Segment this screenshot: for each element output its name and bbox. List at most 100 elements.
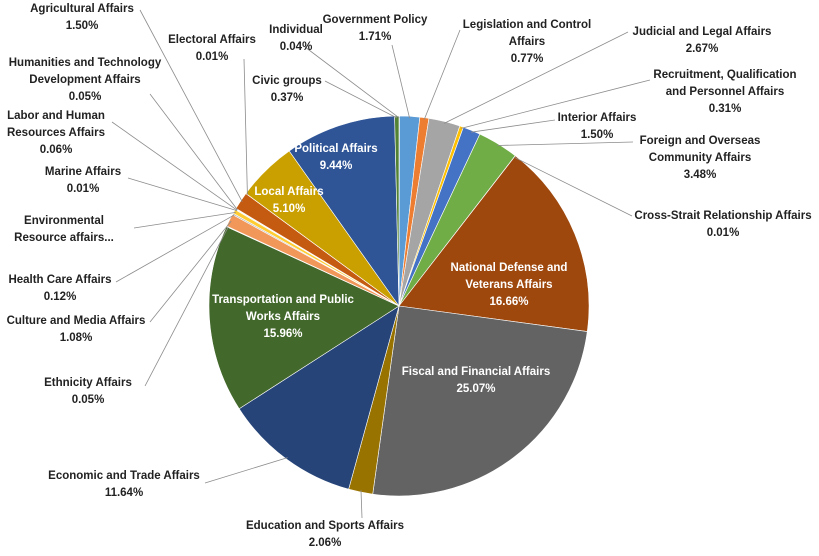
slice-value-label: 9.44%	[320, 160, 353, 172]
leader-lines	[111, 9, 651, 519]
slice-name-label: Cross-Strait Relationship Affairs	[634, 210, 811, 222]
leader-line-recruitment-qualification-and-personnel-affairs	[460, 79, 651, 129]
slice-name-label: Development Affairs	[29, 74, 140, 86]
slice-value-label: 0.05%	[69, 91, 102, 103]
slice-name-label: and Personnel Affairs	[666, 86, 784, 98]
pie-slice-economic-and-trade-affairs	[238, 305, 400, 490]
slice-label-ethnicity-affairs: Ethnicity Affairs 0.05%	[44, 377, 132, 406]
slice-label-recruitment-qualification-and-personnel-affairs: Recruitment, Qualification and Personnel …	[653, 69, 796, 115]
slice-label-political-affairs: Political Affairs 9.44%	[294, 143, 377, 172]
leader-line-foreign-and-overseas-community-affairs	[497, 141, 634, 146]
slice-label-civic-groups: Civic groups 0.37%	[252, 75, 322, 104]
slice-name-label: Resources Affairs	[7, 127, 105, 139]
slice-label-culture-and-media-affairs: Culture and Media Affairs 1.08%	[7, 315, 146, 344]
pie-slices	[208, 115, 590, 497]
leader-line-cross-strait-relationship-affairs	[513, 156, 633, 217]
slice-label-judicial-and-legal-affairs: Judicial and Legal Affairs 2.67%	[633, 26, 772, 55]
slice-name-label: Community Affairs	[649, 152, 751, 164]
leader-line-agricultural-affairs	[139, 9, 243, 203]
slice-label-interior-affairs: Interior Affairs 1.50%	[558, 112, 637, 141]
slice-name-label: Ethnicity Affairs	[44, 377, 132, 389]
slice-value-label: 5.10%	[273, 203, 306, 215]
slice-value-label: 25.07%	[456, 383, 495, 395]
slice-label-cross-strait-relationship-affairs: Cross-Strait Relationship Affairs 0.01%	[634, 210, 811, 239]
slice-value-label: 0.01%	[67, 183, 100, 195]
slice-label-foreign-and-overseas-community-affairs: Foreign and Overseas Community Affairs 3.4…	[640, 135, 761, 181]
slice-label-agricultural-affairs: Agricultural Affairs 1.50%	[30, 3, 134, 32]
slice-name-label: Affairs	[509, 36, 545, 48]
slice-value-label: 11.64%	[105, 487, 143, 499]
slice-value-label: 0.05%	[72, 394, 105, 406]
slice-label-transportation-and-public-works-affairs: Transportation and Public Works Affairs 15…	[212, 294, 354, 340]
slice-name-label: Education and Sports Affairs	[246, 520, 404, 532]
leader-line-economic-and-trade-affairs	[204, 457, 288, 484]
slice-name-label: Electoral Affairs	[168, 34, 256, 46]
slice-name-label: Individual	[269, 24, 323, 36]
slice-name-label: Humanities and Technology	[9, 57, 162, 69]
slice-name-label: Agricultural Affairs	[30, 3, 134, 15]
slice-value-label: 1.50%	[581, 129, 614, 141]
slice-name-label: Economic and Trade Affairs	[48, 470, 200, 482]
slice-value-label: 1.71%	[359, 31, 392, 43]
slice-label-individual: Individual 0.04%	[269, 24, 323, 53]
pie-slice-fiscal-and-financial-affairs	[372, 305, 588, 497]
slice-value-label: 3.48%	[684, 169, 717, 181]
slice-name-label: Veterans Affairs	[465, 279, 552, 291]
slice-label-labor-and-human-resources-affairs: Labor and Human Resources Affairs 0.06%	[7, 110, 105, 156]
leader-line-legislation-and-control-affairs	[423, 29, 461, 120]
slice-name-label: Fiscal and Financial Affairs	[402, 366, 550, 378]
leader-line-civic-groups	[324, 80, 397, 119]
leader-line-humanities-and-technology-development-affairs	[149, 93, 238, 210]
slice-name-label: Environmental	[24, 215, 104, 227]
slice-name-label: Culture and Media Affairs	[7, 315, 146, 327]
leader-line-health-care-affairs	[115, 214, 235, 283]
slice-value-label: 0.77%	[511, 53, 544, 65]
slice-value-label: 0.01%	[196, 51, 229, 63]
leader-line-interior-affairs	[470, 119, 556, 133]
leader-line-electoral-affairs	[243, 58, 248, 195]
leader-line-ethnicity-affairs	[144, 226, 229, 387]
slice-value-label: 2.67%	[686, 43, 719, 55]
slice-value-label: 0.06%	[40, 144, 73, 156]
slice-name-label: Transportation and Public	[212, 294, 354, 306]
leader-line-judicial-and-legal-affairs	[443, 31, 629, 124]
slice-name-label: Marine Affairs	[45, 166, 121, 178]
slice-name-label: National Defense and	[451, 262, 568, 274]
slice-name-label: Health Care Affairs	[8, 274, 111, 286]
slice-name-label: Government Policy	[323, 14, 428, 26]
slice-name-label: Resource affairs...	[14, 232, 114, 244]
slice-label-humanities-and-technology-development-affairs: Humanities and Technology Development Aff…	[9, 57, 162, 103]
slice-label-government-policy: Government Policy 1.71%	[323, 14, 428, 43]
slice-label-legislation-and-control-affairs: Legislation and Control Affairs 0.77%	[463, 19, 591, 65]
pie-slice-national-defense-and-veterans-affairs	[398, 155, 590, 332]
slice-name-label: Local Affairs	[254, 186, 323, 198]
slice-value-label: 1.08%	[60, 332, 93, 344]
slice-name-label: Political Affairs	[294, 143, 377, 155]
leader-line-marine-affairs	[127, 177, 238, 211]
slice-label-marine-affairs: Marine Affairs 0.01%	[45, 166, 121, 195]
slice-label-education-and-sports-affairs: Education and Sports Affairs 2.06%	[246, 520, 404, 549]
leader-line-environmental-resource-affairs	[133, 212, 236, 229]
slice-label-fiscal-and-financial-affairs: Fiscal and Financial Affairs 25.07%	[402, 366, 550, 395]
slice-value-label: 2.06%	[309, 537, 342, 549]
slice-labels: Individual 0.04% Government Policy 1.71% Leg…	[7, 3, 812, 549]
slice-label-local-affairs: Local Affairs 5.10%	[254, 186, 323, 215]
slice-value-label: 0.31%	[709, 103, 742, 115]
slice-name-label: Judicial and Legal Affairs	[633, 26, 772, 38]
slice-name-label: Civic groups	[252, 75, 322, 87]
leader-line-individual	[304, 46, 400, 119]
slice-label-health-care-affairs: Health Care Affairs 0.12%	[8, 274, 111, 303]
leader-line-education-and-sports-affairs	[360, 490, 363, 519]
slice-value-label: 0.04%	[280, 41, 313, 53]
slice-label-electoral-affairs: Electoral Affairs 0.01%	[168, 34, 256, 63]
slice-name-label: Interior Affairs	[558, 112, 637, 124]
slice-value-label: 16.66%	[489, 296, 528, 308]
pie-slice-political-affairs	[288, 115, 400, 307]
slice-name-label: Legislation and Control	[463, 19, 591, 31]
slice-name-label: Foreign and Overseas	[640, 135, 761, 147]
slice-value-label: 0.12%	[44, 291, 77, 303]
slice-value-label: 15.96%	[263, 328, 302, 340]
slice-value-label: 0.01%	[707, 227, 740, 239]
